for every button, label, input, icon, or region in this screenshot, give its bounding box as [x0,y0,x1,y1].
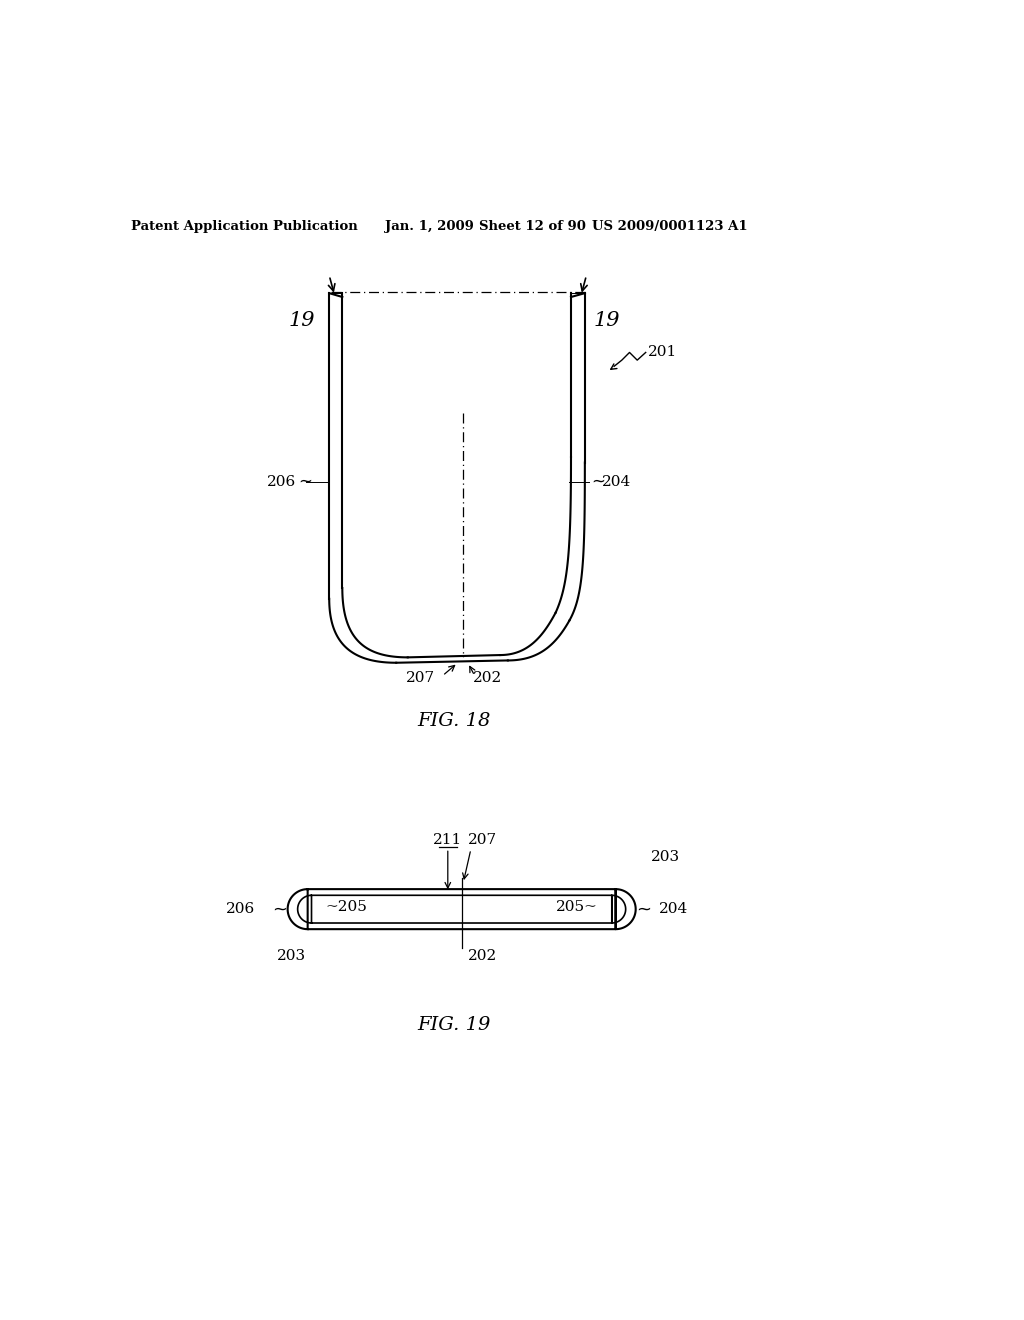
Text: ~: ~ [591,473,605,491]
Text: 206: 206 [226,902,255,916]
Text: 202: 202 [473,671,503,685]
Text: 207: 207 [468,833,497,847]
Text: 19: 19 [593,310,620,330]
Text: ~: ~ [272,900,288,919]
Text: 206: 206 [267,475,296,488]
Text: ~: ~ [636,900,651,919]
Text: 207: 207 [406,671,435,685]
Text: Patent Application Publication: Patent Application Publication [131,219,358,232]
Text: 203: 203 [276,949,306,964]
Text: 203: 203 [651,850,680,863]
Text: 201: 201 [648,346,677,359]
Text: ~: ~ [298,473,312,491]
Text: 204: 204 [602,475,631,488]
Text: US 2009/0001123 A1: US 2009/0001123 A1 [592,219,748,232]
Text: Jan. 1, 2009: Jan. 1, 2009 [385,219,474,232]
Text: FIG. 18: FIG. 18 [417,711,490,730]
Text: 204: 204 [658,902,688,916]
Text: FIG. 19: FIG. 19 [417,1015,490,1034]
Text: ~205: ~205 [326,900,368,913]
Text: 205~: 205~ [556,900,598,913]
Text: 19: 19 [288,310,314,330]
Text: 211: 211 [433,833,463,847]
Text: Sheet 12 of 90: Sheet 12 of 90 [479,219,586,232]
Text: 202: 202 [468,949,497,964]
